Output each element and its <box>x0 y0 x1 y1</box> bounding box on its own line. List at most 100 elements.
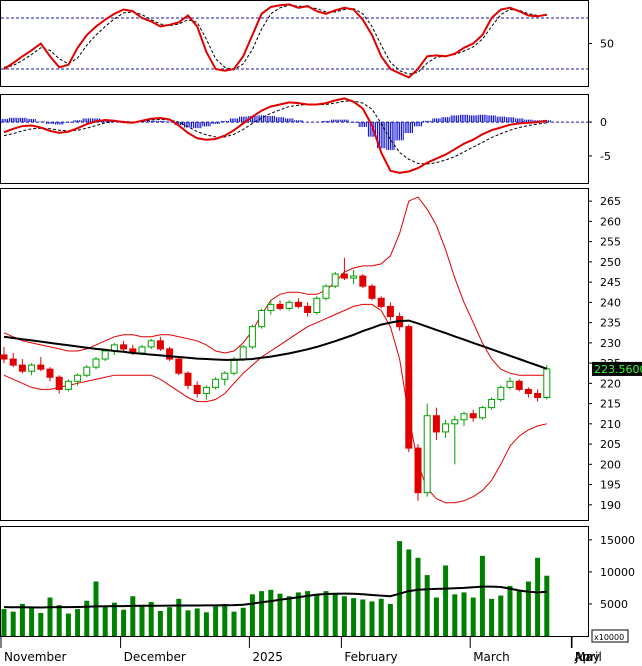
price-tick-label: 245 <box>600 276 621 289</box>
volume-bar <box>1 609 7 636</box>
volume-tick-label: 5000 <box>600 598 628 611</box>
price-tick-label: 230 <box>600 337 621 350</box>
volume-panel: 5000 10000 15000 <box>1 534 635 636</box>
price-tick-label: 255 <box>600 236 621 249</box>
volume-bar <box>56 605 62 636</box>
candle-body <box>506 380 514 388</box>
volume-bar <box>433 597 439 636</box>
volume-bar <box>507 585 513 636</box>
candle-body <box>322 285 330 299</box>
candle-body <box>331 273 339 287</box>
candle-body <box>304 305 312 313</box>
volume-bar <box>360 599 366 636</box>
volume-bar <box>535 557 541 636</box>
candle-body <box>37 364 45 370</box>
volume-bar <box>406 549 412 636</box>
volume-panel-frame <box>0 526 589 637</box>
candle-body <box>515 380 523 390</box>
volume-bar <box>65 613 71 636</box>
volume-bar <box>19 603 25 636</box>
candle-body <box>488 399 496 409</box>
price-tick-label: 195 <box>600 479 621 492</box>
bollinger-lower-band <box>3 303 547 504</box>
x-axis-label: November <box>4 650 66 664</box>
x-axis-label: December <box>124 650 186 664</box>
volume-bar <box>470 597 476 636</box>
stochastic-tick-label: 50 <box>600 38 614 51</box>
volume-bar <box>185 610 191 636</box>
candle-body <box>9 358 17 366</box>
volume-bar <box>93 581 99 636</box>
volume-tick-label: 15000 <box>600 534 635 547</box>
volume-bar <box>351 598 357 636</box>
volume-moving-average <box>3 585 547 609</box>
candle-body <box>166 348 174 360</box>
candle-body <box>120 344 128 350</box>
price-tick-label: 210 <box>600 418 621 431</box>
stochastic-k-line <box>3 3 547 79</box>
candle-body <box>74 374 82 382</box>
volume-bar <box>249 594 255 636</box>
price-tick-label: 250 <box>600 256 621 269</box>
candle-body <box>359 275 367 287</box>
volume-bar <box>378 598 384 636</box>
panel-frames <box>0 0 589 637</box>
stochastic-panel: 50 <box>1 3 614 79</box>
macd-line <box>3 97 547 174</box>
candle-body <box>524 388 532 394</box>
price-tick-label: 200 <box>600 458 621 471</box>
candle-body <box>64 380 72 390</box>
volume-bar <box>332 593 338 636</box>
volume-bar <box>544 575 550 636</box>
stochastic-d-line <box>3 4 547 75</box>
macd-tick-label: 0 <box>600 116 607 129</box>
volume-bar <box>47 597 53 636</box>
candle-body <box>212 378 220 388</box>
candle-body <box>0 354 8 360</box>
macd-panel: 0 -5 <box>0 97 611 174</box>
candle-body <box>478 407 486 419</box>
last-price-tag: 223.5600 <box>592 361 642 376</box>
candle-body <box>368 285 376 299</box>
volume-bar <box>176 598 182 636</box>
volume-bar <box>516 591 522 636</box>
volume-bar <box>203 612 209 636</box>
volume-bar <box>240 607 246 636</box>
last-price-label: 223.5600 <box>594 363 642 376</box>
candle-body <box>55 376 63 390</box>
candle-body <box>432 415 440 433</box>
candle-body <box>147 340 155 348</box>
candle-body <box>83 366 91 376</box>
candle-body <box>414 447 422 494</box>
candle-body <box>248 326 256 348</box>
volume-bar <box>29 607 35 636</box>
volume-bar <box>452 594 458 636</box>
macd-panel-frame <box>0 94 589 184</box>
volume-bar <box>498 595 504 636</box>
candle-body <box>294 301 302 307</box>
candle-body <box>138 346 146 354</box>
candle-body <box>156 340 164 350</box>
price-tick-label: 190 <box>600 499 621 512</box>
candle-body <box>92 358 100 368</box>
candle-body <box>239 346 247 360</box>
candle-body <box>423 415 431 494</box>
volume-bar <box>525 581 531 636</box>
candle-body <box>101 350 109 360</box>
volume-bar <box>268 589 274 636</box>
volume-bar <box>139 605 145 636</box>
price-tick-label: 260 <box>600 215 621 228</box>
candle-body <box>377 297 385 307</box>
x-axis-label: February <box>344 650 397 664</box>
candle-body <box>460 413 468 421</box>
volume-bar <box>102 606 108 636</box>
candle-body <box>451 419 459 425</box>
candle-body <box>46 368 54 378</box>
volume-bar <box>397 541 403 636</box>
x-axis-label: 2025 <box>252 650 283 664</box>
candle-body <box>442 423 450 433</box>
candle-body <box>276 303 284 309</box>
volume-bar <box>424 575 430 636</box>
